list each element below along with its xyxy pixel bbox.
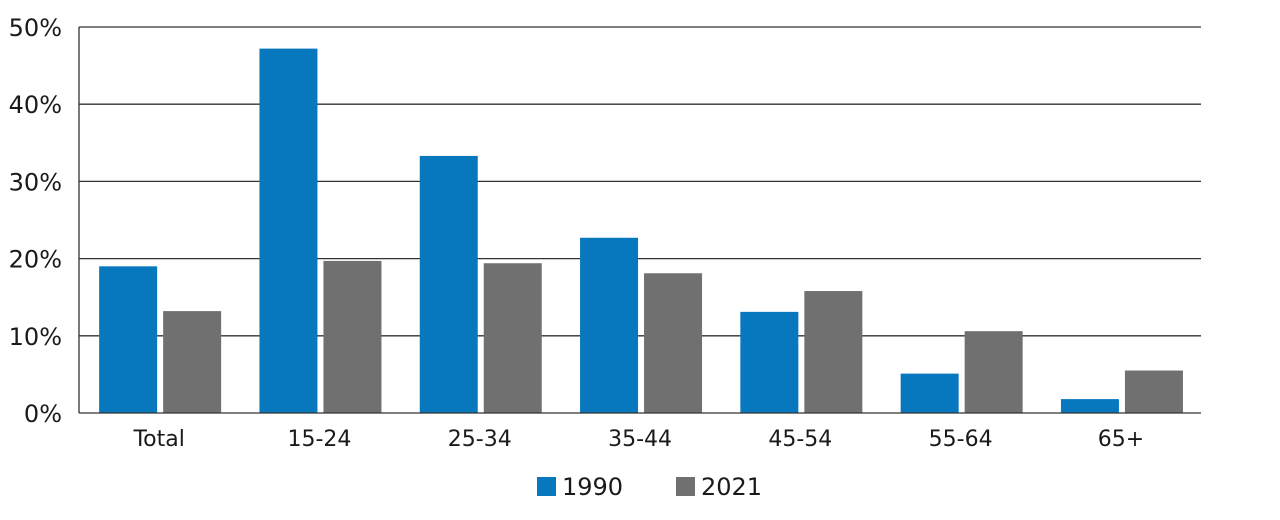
bar-1990-Total: [99, 266, 158, 413]
y-tick-label: 10%: [9, 323, 62, 351]
axes: [78, 27, 1201, 414]
bar-1990-65+: [1060, 399, 1119, 413]
x-tick-label: 55-64: [929, 427, 993, 452]
x-tick-label: Total: [132, 427, 184, 452]
x-tick-label: 65+: [1098, 427, 1144, 452]
bar-2021-65+: [1124, 370, 1183, 413]
x-tick-label: 35-44: [608, 427, 672, 452]
x-tick-labels: Total 15-24 25-34 35-44 45-54 55-64 65+: [132, 427, 1144, 452]
bar-2021-45-54: [804, 291, 863, 413]
bar-1990-25-34: [419, 155, 478, 413]
bar-2021-15-24: [323, 260, 382, 413]
legend-swatch-2021: [676, 477, 695, 496]
y-tick-label: 0%: [24, 400, 62, 428]
legend-swatch-1990: [537, 477, 556, 496]
bar-1990-45-54: [740, 311, 799, 413]
y-tick-label: 40%: [9, 91, 62, 119]
bar-1990-35-44: [580, 237, 639, 413]
gridlines: [79, 26, 1201, 337]
bar-2021-55-64: [964, 331, 1023, 413]
bar-1990-55-64: [900, 373, 959, 413]
x-tick-label: 45-54: [768, 427, 832, 452]
x-tick-label: 25-34: [448, 427, 512, 452]
legend: 1990 2021: [537, 473, 762, 501]
bar-2021-25-34: [483, 263, 542, 413]
y-tick-labels: 0% 10% 20% 30% 40% 50%: [9, 14, 62, 428]
bar-1990-15-24: [259, 48, 318, 414]
y-tick-label: 20%: [9, 246, 62, 274]
x-tick-label: 15-24: [287, 427, 351, 452]
y-tick-label: 30%: [9, 168, 62, 196]
bar-2021-Total: [163, 311, 222, 413]
legend-label-2021: 2021: [701, 473, 762, 501]
y-tick-label: 50%: [9, 14, 62, 42]
bar-2021-35-44: [644, 273, 703, 413]
bars: [99, 48, 1183, 414]
legend-label-1990: 1990: [562, 473, 623, 501]
